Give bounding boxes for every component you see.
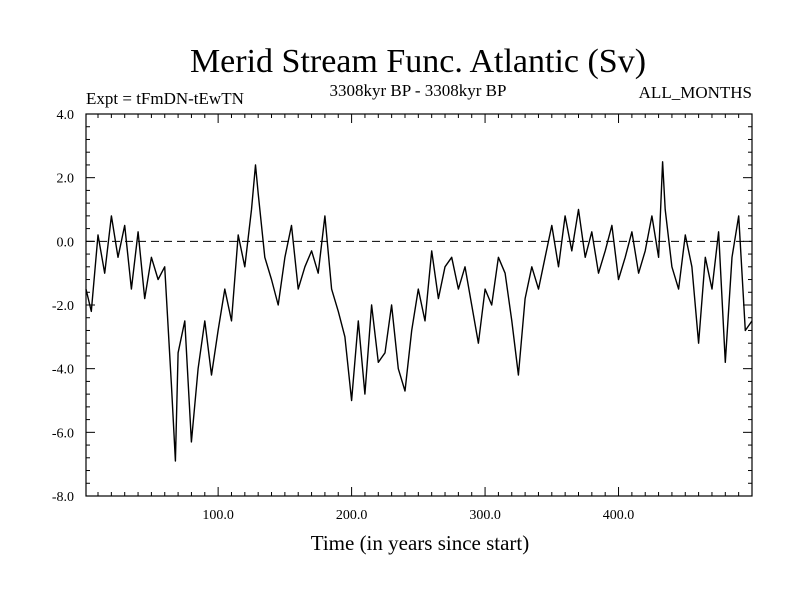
axes — [85, 113, 753, 497]
x-tick-label: 100.0 — [202, 508, 234, 523]
y-tick-label: 2.0 — [57, 172, 75, 187]
x-tick-label: 200.0 — [336, 508, 368, 523]
x-tick-label: 300.0 — [469, 508, 501, 523]
chart-title: Merid Stream Func. Atlantic (Sv) — [190, 43, 646, 80]
x-axis-label: Time (in years since start) — [311, 531, 530, 555]
axis-ticks — [86, 113, 752, 497]
y-tick-label: -8.0 — [52, 490, 74, 505]
x-tick-label: 400.0 — [603, 508, 635, 523]
chart-subtitle-left: Expt = tFmDN-tEwTN — [86, 89, 244, 108]
chart-subtitle-right: ALL_MONTHS — [639, 83, 752, 102]
chart-subtitle-center: 3308kyr BP - 3308kyr BP — [330, 81, 507, 100]
y-tick-label: -2.0 — [52, 299, 74, 314]
axis-tick-labels: 100.0 200.0 300.0 400.0 4.0 2.0 0.0 -2.0 -4.0 -6.… — [52, 108, 634, 523]
y-tick-label: -6.0 — [52, 426, 74, 441]
plot-frame — [85, 113, 753, 497]
y-tick-label: 4.0 — [57, 108, 75, 123]
y-tick-label: 0.0 — [57, 235, 75, 250]
y-tick-label: -4.0 — [52, 363, 74, 378]
data-series-line — [85, 161, 753, 462]
